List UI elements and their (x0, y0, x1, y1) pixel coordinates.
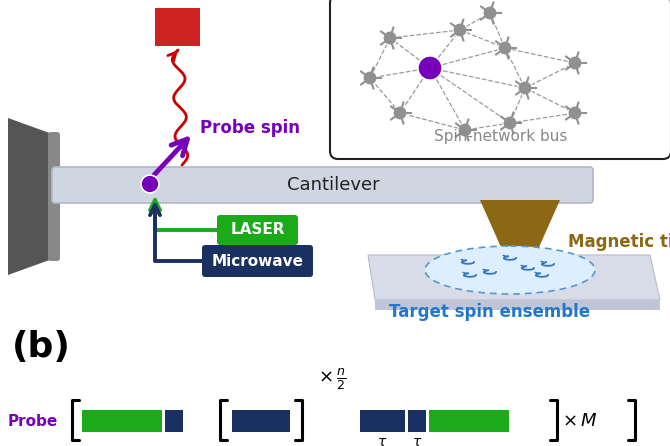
FancyBboxPatch shape (202, 245, 313, 277)
Circle shape (458, 123, 472, 137)
Text: Spin-network bus: Spin-network bus (433, 129, 567, 145)
FancyBboxPatch shape (217, 215, 298, 245)
Circle shape (393, 106, 407, 120)
Text: (b): (b) (12, 330, 71, 364)
Circle shape (453, 23, 467, 37)
Polygon shape (480, 200, 560, 290)
Text: LASER: LASER (230, 223, 285, 238)
Circle shape (503, 116, 517, 130)
Text: Target spin ensemble: Target spin ensemble (389, 303, 590, 321)
Bar (360, 410, 405, 432)
Circle shape (141, 175, 159, 193)
Circle shape (568, 56, 582, 70)
Circle shape (518, 81, 532, 95)
Polygon shape (375, 300, 660, 310)
Bar (232, 410, 290, 432)
Ellipse shape (425, 246, 595, 294)
Text: Probe: Probe (8, 413, 58, 429)
Circle shape (568, 106, 582, 120)
Circle shape (418, 56, 442, 80)
Bar (429, 410, 509, 432)
Text: $\tau$: $\tau$ (377, 435, 388, 446)
Text: Microwave: Microwave (212, 253, 304, 268)
Circle shape (498, 41, 512, 55)
Text: $\times\,M$: $\times\,M$ (562, 412, 597, 430)
Polygon shape (8, 118, 55, 275)
FancyBboxPatch shape (330, 0, 670, 159)
Polygon shape (368, 255, 660, 300)
Circle shape (363, 71, 377, 85)
Bar (165, 410, 183, 432)
Text: Magnetic tip: Magnetic tip (568, 233, 670, 251)
Bar (82, 410, 162, 432)
Text: Cantilever: Cantilever (287, 176, 379, 194)
FancyBboxPatch shape (52, 167, 593, 203)
FancyBboxPatch shape (48, 132, 60, 261)
Circle shape (483, 6, 497, 20)
Bar (155, 8, 200, 46)
Text: $\times\,\frac{n}{2}$: $\times\,\frac{n}{2}$ (318, 366, 346, 392)
Text: Probe spin: Probe spin (200, 119, 300, 137)
Circle shape (383, 31, 397, 45)
Text: $\tau$: $\tau$ (412, 435, 422, 446)
Bar (408, 410, 426, 432)
